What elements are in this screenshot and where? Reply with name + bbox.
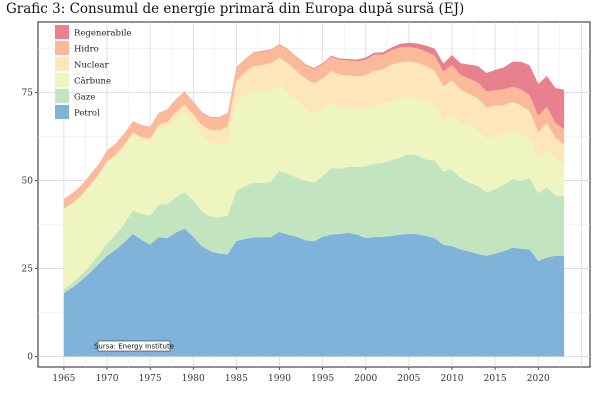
x-tick-label: 1990 xyxy=(268,374,291,384)
legend-item: Nuclear xyxy=(55,57,109,71)
legend-item: Cărbune xyxy=(55,73,111,87)
x-tick-label: 1985 xyxy=(225,374,248,384)
x-tick-label: 2020 xyxy=(527,374,550,384)
source-note-box xyxy=(97,340,171,352)
legend-swatch xyxy=(55,25,69,39)
legend-label: Nuclear xyxy=(74,61,109,71)
y-tick-label: 0 xyxy=(27,352,33,362)
legend-label: Regenerabile xyxy=(74,29,131,39)
x-tick-label: 1995 xyxy=(311,374,334,384)
legend-swatch xyxy=(55,105,69,119)
legend-item: Gaze xyxy=(55,89,95,103)
legend-label: Cărbune xyxy=(74,76,111,87)
x-tick-label: 2015 xyxy=(484,374,507,384)
y-tick-label: 50 xyxy=(22,176,34,186)
area-petrol xyxy=(63,228,565,357)
legend-item: Hidro xyxy=(55,41,99,55)
x-tick-label: 1970 xyxy=(96,374,119,384)
legend: Regenerabile Hidro Nuclear Cărbune Gaze Petro… xyxy=(55,25,131,119)
x-tick-label: 2005 xyxy=(397,374,420,384)
y-tick-label: 75 xyxy=(22,88,34,98)
area-layer xyxy=(63,42,565,357)
area-gaze xyxy=(63,154,565,294)
x-tick-label: 2010 xyxy=(441,374,464,384)
legend-swatch xyxy=(55,89,69,103)
legend-swatch xyxy=(55,57,69,71)
legend-swatch xyxy=(55,73,69,87)
x-tick-label: 1975 xyxy=(139,374,162,384)
chart-title: Grafic 3: Consumul de energie primară di… xyxy=(6,1,465,17)
axis-layer: 0 25 50 75 1965 1970 1975 1980 1985 1990 1995 2000 2… xyxy=(22,88,550,384)
legend-label: Hidro xyxy=(74,45,99,55)
area-hidro xyxy=(63,44,565,209)
legend-label: Gaze xyxy=(74,93,95,103)
legend-swatch xyxy=(55,41,69,55)
legend-label: Petrol xyxy=(74,109,100,119)
x-tick-label: 1980 xyxy=(182,374,205,384)
source-note-text: Sursa: Energy Institute xyxy=(94,343,174,351)
x-tick-label: 1965 xyxy=(52,374,75,384)
source-note: Sursa: Energy Institute xyxy=(94,340,174,352)
x-tick-label: 2000 xyxy=(354,374,377,384)
area-carbune xyxy=(63,85,565,290)
legend-item: Regenerabile xyxy=(55,25,131,39)
legend-item: Petrol xyxy=(55,105,100,119)
area-nuclear xyxy=(63,57,565,210)
y-tick-label: 25 xyxy=(22,264,34,274)
